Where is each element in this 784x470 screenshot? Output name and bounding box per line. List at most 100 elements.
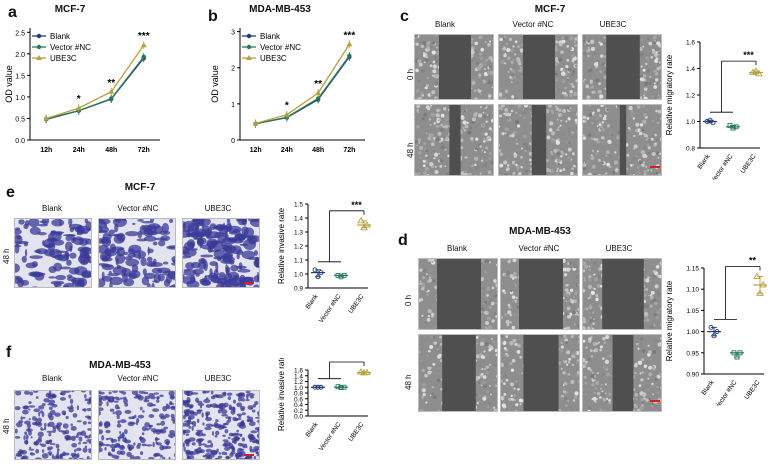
data-point bbox=[727, 123, 733, 128]
data-point bbox=[710, 120, 716, 126]
y-tick-label: 1.2 bbox=[294, 244, 303, 251]
d-row-0h: 0 h bbox=[404, 294, 413, 306]
y-tick-label: 2.5 bbox=[15, 30, 25, 37]
x-tick-label: UBE3C bbox=[743, 379, 761, 401]
wound-image-48h bbox=[582, 104, 662, 176]
data-point bbox=[109, 96, 114, 101]
data-point bbox=[43, 115, 50, 121]
significance-label: *** bbox=[138, 31, 150, 42]
data-point bbox=[75, 105, 82, 111]
wound-image-0h bbox=[582, 258, 662, 330]
legend-marker bbox=[36, 33, 42, 39]
y-tick-label: 1.2 bbox=[294, 379, 303, 386]
series-line-1 bbox=[46, 56, 145, 120]
panel-letter-b: b bbox=[208, 8, 218, 25]
data-point bbox=[141, 54, 146, 60]
scale-bar bbox=[650, 400, 660, 402]
x-tick-label: Vector #NC bbox=[318, 293, 343, 324]
legend-label: Blank bbox=[260, 32, 281, 41]
data-point bbox=[711, 333, 717, 339]
y-tick-label: 0.4 bbox=[294, 402, 303, 409]
d-col-ube3c: UBE3C bbox=[605, 244, 633, 253]
panel-title-b: MDA-MB-453 bbox=[249, 4, 311, 15]
data-point bbox=[755, 69, 763, 77]
data-point bbox=[335, 272, 341, 278]
y-tick-label: 1.4 bbox=[294, 216, 303, 223]
wound-image-0h bbox=[582, 34, 662, 100]
legend-marker bbox=[36, 44, 42, 50]
x-tick-label: Vector #NC bbox=[318, 421, 343, 452]
e-col-blank: Blank bbox=[41, 204, 62, 213]
panel-letter-e: e bbox=[6, 184, 15, 201]
invasion-image-ube3c bbox=[182, 390, 260, 460]
panel-title-e: MCF-7 bbox=[124, 182, 156, 193]
y-tick-label: 1.0 bbox=[294, 385, 303, 392]
data-point bbox=[357, 216, 365, 224]
panel-title-f: MDA-MB-453 bbox=[89, 360, 151, 371]
data-point bbox=[315, 96, 321, 101]
wound-image-0h bbox=[498, 34, 578, 100]
y-tick-label: 0.90 bbox=[686, 372, 699, 379]
y-tick-label: 1.0 bbox=[686, 119, 695, 126]
invasion-image-ube3c bbox=[182, 218, 260, 288]
data-point bbox=[749, 68, 757, 75]
legend-marker bbox=[246, 55, 252, 60]
y-tick-label: 1.10 bbox=[686, 287, 699, 294]
x-tick-label: 12h bbox=[250, 147, 262, 154]
x-tick-label: 24h bbox=[281, 147, 293, 154]
panel-letter-f: f bbox=[6, 344, 12, 361]
y-tick-label: 1.05 bbox=[686, 308, 699, 315]
data-point bbox=[108, 88, 115, 94]
significance-label: *** bbox=[344, 30, 356, 41]
y-tick-label: 1.0 bbox=[15, 95, 25, 102]
x-tick-label: 12h bbox=[40, 147, 52, 154]
wound-image-48h bbox=[500, 334, 580, 412]
y-tick-label: 1.0 bbox=[294, 272, 303, 279]
data-point bbox=[318, 384, 324, 390]
e-col-vector: Vector #NC bbox=[117, 204, 159, 213]
wound-image-0h bbox=[500, 258, 580, 330]
c-col-vector: Vector #NC bbox=[512, 20, 554, 29]
y-tick-label: 0.5 bbox=[15, 116, 25, 123]
data-point bbox=[341, 272, 347, 278]
significance-label: ** bbox=[107, 78, 115, 89]
y-tick-label: 1.2 bbox=[686, 93, 695, 100]
data-point bbox=[731, 350, 737, 356]
panel-letter-c: c bbox=[400, 8, 409, 25]
x-tick-label: Blank bbox=[697, 153, 712, 171]
x-tick-label: 48h bbox=[312, 147, 324, 154]
series-line-1 bbox=[255, 55, 350, 125]
legend-label: UBE3C bbox=[260, 54, 287, 63]
data-point bbox=[363, 221, 371, 228]
y-tick-label: 0.9 bbox=[294, 286, 303, 293]
data-point bbox=[338, 385, 344, 390]
invasion-image-vector bbox=[98, 218, 176, 288]
scale-bar bbox=[244, 454, 254, 456]
data-point bbox=[140, 42, 147, 48]
significance-label: *** bbox=[351, 200, 362, 210]
data-point bbox=[707, 117, 713, 123]
x-tick-label: 72h bbox=[343, 147, 355, 154]
wound-image-48h bbox=[418, 334, 498, 412]
f-col-vector: Vector #NC bbox=[117, 374, 159, 383]
significance-label: *** bbox=[743, 50, 754, 60]
y-tick-label: 3 bbox=[231, 30, 235, 37]
legend-label: Vector #NC bbox=[260, 43, 301, 52]
y-tick-label: 0 bbox=[231, 138, 235, 145]
wound-image-48h bbox=[414, 104, 494, 176]
x-tick-label: 48h bbox=[105, 147, 117, 154]
e-row-48h: 48 h bbox=[2, 248, 11, 264]
panel-title-d: MDA-MB-453 bbox=[509, 226, 571, 237]
data-point bbox=[734, 354, 740, 360]
series-line-2 bbox=[255, 43, 350, 125]
y-tick-label: 0.8 bbox=[294, 391, 303, 398]
data-point bbox=[714, 329, 720, 335]
d-col-vector: Vector #NC bbox=[518, 244, 560, 253]
significance-label: *** bbox=[351, 358, 362, 361]
wound-image-0h bbox=[418, 258, 498, 330]
series-line-2 bbox=[46, 44, 145, 120]
